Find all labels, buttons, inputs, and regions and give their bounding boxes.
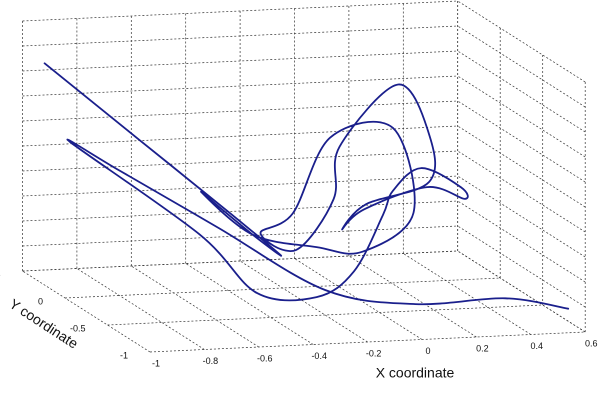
grid-line bbox=[294, 258, 423, 340]
x-tick-label: -0.6 bbox=[257, 353, 273, 363]
grid-line bbox=[457, 75, 586, 158]
grid-line bbox=[457, 150, 586, 233]
grid-line bbox=[457, 225, 586, 308]
grid-line bbox=[457, 100, 586, 183]
grid-line bbox=[22, 50, 458, 72]
x-tick-label: -0.8 bbox=[203, 356, 219, 366]
grid-line bbox=[348, 255, 477, 338]
grid-line bbox=[22, 0, 458, 22]
grid-line bbox=[22, 100, 458, 122]
y-tick-label: -1 bbox=[120, 350, 128, 360]
x-tick-label: 0 bbox=[425, 346, 430, 356]
grid-line bbox=[107, 304, 543, 326]
grid-line bbox=[457, 175, 586, 258]
grid-line bbox=[457, 125, 586, 208]
grid-line bbox=[22, 25, 458, 47]
trajectory-line bbox=[43, 62, 570, 310]
grid-line bbox=[457, 200, 586, 283]
x-tick-label: 0.2 bbox=[476, 343, 489, 353]
grid-line bbox=[22, 175, 458, 197]
labels: X coordinate Y coordinate -1 -0.8 -0.6 -0.4… bbox=[0, 269, 598, 381]
x-tick-label: -0.2 bbox=[366, 348, 382, 358]
grid-line bbox=[131, 265, 259, 348]
y-tick-label: 0 bbox=[38, 296, 43, 306]
x-tick-label: -1 bbox=[152, 358, 160, 368]
grid-line bbox=[185, 263, 314, 345]
lines bbox=[43, 62, 570, 310]
grid-line bbox=[22, 125, 458, 147]
y-tick-label: -0.5 bbox=[70, 323, 86, 333]
grid-line bbox=[457, 25, 586, 108]
grid-line bbox=[22, 200, 458, 222]
x-axis-label: X coordinate bbox=[376, 365, 455, 381]
grid-line bbox=[457, 250, 586, 333]
x-tick-label: 0.4 bbox=[531, 341, 544, 351]
grid-line bbox=[22, 270, 151, 353]
grid-line bbox=[149, 331, 586, 353]
grid-line bbox=[403, 253, 531, 335]
grid-line bbox=[457, 0, 586, 83]
grid-line bbox=[76, 268, 205, 350]
y-tick-label: 0.5 bbox=[0, 269, 1, 279]
grid-line bbox=[239, 260, 368, 343]
grid-line bbox=[457, 50, 586, 133]
grid-line bbox=[64, 277, 501, 299]
grid-line bbox=[22, 150, 458, 172]
grid-line bbox=[22, 75, 458, 97]
x-tick-label: -0.4 bbox=[311, 351, 327, 361]
x-tick-label: 0.6 bbox=[585, 338, 598, 348]
grid-line bbox=[22, 225, 458, 247]
grid-line bbox=[22, 250, 458, 272]
